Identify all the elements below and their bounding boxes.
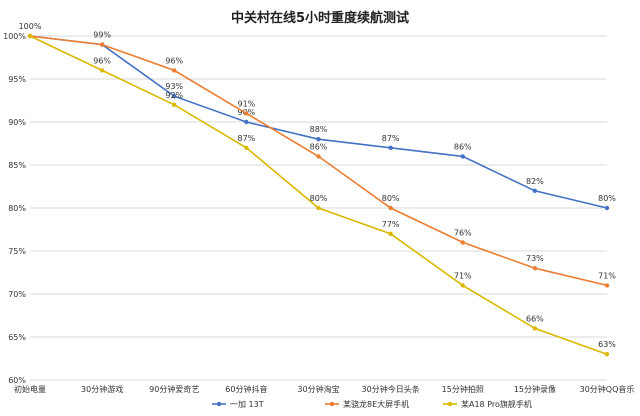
chart-title: 中关村在线5小时重度续航测试 — [231, 10, 409, 26]
y-tick-label: 85% — [8, 161, 26, 170]
data-point — [99, 42, 105, 47]
data-point — [244, 145, 249, 150]
y-tick-label: 65% — [8, 333, 26, 342]
series-2: 96% 91% 86% 80% 76% 73% 71% — [27, 33, 616, 288]
data-point — [532, 266, 538, 271]
data-label: 88% — [310, 125, 328, 134]
data-point — [27, 33, 33, 39]
legend-item: 某A18 Pro旗舰手机 — [443, 399, 532, 409]
data-label: 71% — [598, 271, 616, 280]
data-point — [172, 102, 177, 108]
data-label: 91% — [237, 99, 255, 108]
data-label: 63% — [598, 340, 616, 349]
x-tick-label: 30分钟游戏 — [81, 384, 123, 394]
y-tick-label: 90% — [8, 118, 26, 127]
legend-marker — [329, 401, 335, 407]
data-point — [388, 231, 393, 236]
data-label: 77% — [382, 220, 400, 229]
data-label: 87% — [382, 134, 400, 143]
data-label: 100% — [19, 22, 42, 31]
legend-marker — [216, 401, 222, 407]
data-label: 96% — [165, 56, 183, 65]
data-label: 80% — [382, 194, 400, 203]
data-label: 80% — [598, 194, 616, 203]
legend-marker — [447, 401, 453, 407]
data-label: 93% — [165, 82, 183, 91]
chart-series: 100%99%93%90%88%87%86%82%80%96%91%86%80%… — [19, 22, 616, 357]
data-point — [604, 283, 610, 288]
y-tick-label: 60% — [8, 376, 26, 385]
data-point — [460, 154, 465, 159]
legend-label: 一加 13T — [230, 399, 264, 409]
x-tick-label: 90分钟爱奇艺 — [149, 384, 199, 394]
data-label: 66% — [526, 314, 544, 323]
data-point — [99, 68, 105, 73]
data-point — [316, 137, 321, 142]
x-tick-label: 60分钟抖音 — [225, 384, 267, 394]
x-tick-label: 30分钟QQ音乐 — [580, 384, 635, 394]
y-tick-label: 95% — [8, 75, 26, 84]
x-axis-labels: 初始电量 30分钟游戏 90分钟爱奇艺 60分钟抖音 30分钟淘宝 30分钟今日头条 15分… — [14, 384, 634, 394]
y-axis-labels: 60% 65% 70% 75% 80% 85% 90% 95% 100% — [3, 32, 26, 385]
data-point — [532, 326, 538, 331]
data-point — [388, 145, 393, 150]
legend-label: 某A18 Pro旗舰手机 — [461, 399, 532, 409]
series-line — [29, 35, 608, 287]
data-point — [316, 205, 321, 211]
x-tick-label: 15分钟拍照 — [442, 384, 484, 394]
y-tick-label: 80% — [8, 204, 26, 213]
data-point — [460, 283, 465, 288]
data-label: 82% — [526, 177, 544, 186]
data-label: 99% — [93, 31, 111, 40]
x-tick-label: 初始电量 — [14, 384, 46, 394]
data-label: 92% — [165, 91, 183, 100]
data-point — [604, 352, 610, 357]
data-label: 87% — [237, 134, 255, 143]
x-tick-label: 15分钟录像 — [514, 384, 556, 394]
data-point — [460, 240, 465, 245]
data-label: 86% — [310, 142, 328, 151]
x-tick-label: 30分钟淘宝 — [297, 384, 339, 394]
legend-label: 某骁龙8E大屏手机 — [343, 399, 409, 409]
data-point — [604, 205, 610, 211]
data-label: 80% — [310, 194, 328, 203]
series-3: 96% 92% 87% 80% 77% 71% 66% 63% — [27, 33, 616, 357]
data-point — [244, 119, 249, 125]
data-label: 71% — [454, 271, 472, 280]
y-tick-label: 100% — [3, 32, 26, 41]
y-tick-label: 75% — [8, 247, 26, 256]
data-label: 76% — [454, 228, 472, 237]
y-tick-label: 70% — [8, 290, 26, 299]
chart-legend: 一加 13T 某骁龙8E大屏手机 某A18 Pro旗舰手机 — [212, 399, 532, 409]
data-point — [532, 188, 538, 193]
legend-item: 一加 13T — [212, 399, 264, 409]
x-tick-label: 30分钟今日头条 — [362, 384, 420, 394]
data-point — [316, 154, 321, 159]
data-point — [388, 205, 393, 211]
data-point — [172, 94, 177, 99]
data-point — [172, 68, 177, 73]
data-label: 86% — [454, 142, 472, 151]
data-point — [244, 111, 249, 116]
data-label: 73% — [526, 254, 544, 263]
legend-item: 某骁龙8E大屏手机 — [325, 399, 409, 409]
data-label: 96% — [93, 56, 111, 65]
series-1: 100%99%93%90%88%87%86%82%80% — [19, 22, 616, 211]
